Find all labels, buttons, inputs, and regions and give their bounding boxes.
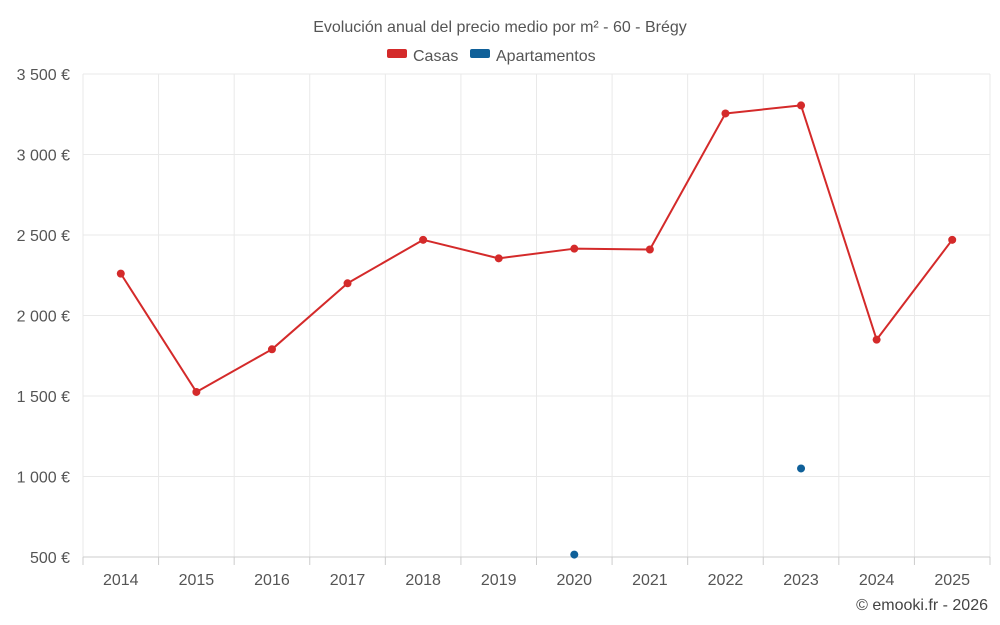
data-point-casas-2025[interactable] xyxy=(948,235,957,244)
x-tick-label: 2015 xyxy=(179,572,215,589)
legend-item-apartamentos[interactable]: Apartamentos xyxy=(470,48,596,65)
x-tick-label: 2021 xyxy=(632,572,668,589)
x-axis: 2014 2015 2016 2017 2018 2019 2020 2021 2022 2023… xyxy=(82,556,991,589)
data-point-casas-2016[interactable] xyxy=(267,345,276,354)
data-point-casas-2022[interactable] xyxy=(721,109,730,118)
legend-swatch-apartamentos xyxy=(470,49,490,58)
data-point-casas-2015[interactable] xyxy=(192,387,201,396)
y-tick-label: 2 500 € xyxy=(17,228,70,245)
x-tick-label: 2017 xyxy=(330,572,366,589)
x-tick-label: 2024 xyxy=(859,572,895,589)
legend-label-apartamentos: Apartamentos xyxy=(496,48,596,65)
legend-item-casas[interactable]: Casas xyxy=(387,48,458,65)
legend: Casas Apartamentos xyxy=(387,48,596,65)
legend-swatch-casas xyxy=(387,49,407,58)
data-point-casas-2020[interactable] xyxy=(570,244,579,253)
legend-label-casas: Casas xyxy=(413,48,458,65)
data-point-apartamentos-2020[interactable] xyxy=(570,550,579,559)
grid xyxy=(82,73,991,557)
data-point-casas-2018[interactable] xyxy=(419,235,428,244)
chart-title: Evolución anual del precio medio por m² … xyxy=(313,19,687,36)
data-point-casas-2023[interactable] xyxy=(797,101,806,110)
x-tick-label: 2020 xyxy=(556,572,592,589)
y-tick-label: 3 000 € xyxy=(17,148,70,165)
series-apartamentos xyxy=(570,464,806,559)
y-tick-label: 1 000 € xyxy=(17,470,70,487)
data-point-casas-2024[interactable] xyxy=(872,335,881,344)
series-casas xyxy=(116,101,957,396)
x-tick-label: 2025 xyxy=(934,572,970,589)
x-tick-label: 2016 xyxy=(254,572,290,589)
x-tick-label: 2019 xyxy=(481,572,517,589)
x-tick-label: 2014 xyxy=(103,572,139,589)
data-point-apartamentos-2023[interactable] xyxy=(797,464,806,473)
y-tick-label: 2 000 € xyxy=(17,309,70,326)
y-tick-label: 500 € xyxy=(30,550,70,567)
data-point-casas-2014[interactable] xyxy=(116,269,125,278)
data-point-casas-2019[interactable] xyxy=(494,254,503,263)
series-layer xyxy=(116,101,957,559)
series-line-casas xyxy=(119,104,954,393)
x-tick-label: 2018 xyxy=(405,572,441,589)
data-point-casas-2021[interactable] xyxy=(645,245,654,254)
y-tick-label: 3 500 € xyxy=(17,67,70,84)
x-tick-label: 2023 xyxy=(783,572,819,589)
data-point-casas-2017[interactable] xyxy=(343,279,352,288)
y-tick-label: 1 500 € xyxy=(17,389,70,406)
credit: © emooki.fr - 2026 xyxy=(856,597,988,614)
x-tick-label: 2022 xyxy=(708,572,744,589)
y-axis: 500 € 1 000 € 1 500 € 2 000 € 2 500 € 3 000 €… xyxy=(17,67,70,567)
